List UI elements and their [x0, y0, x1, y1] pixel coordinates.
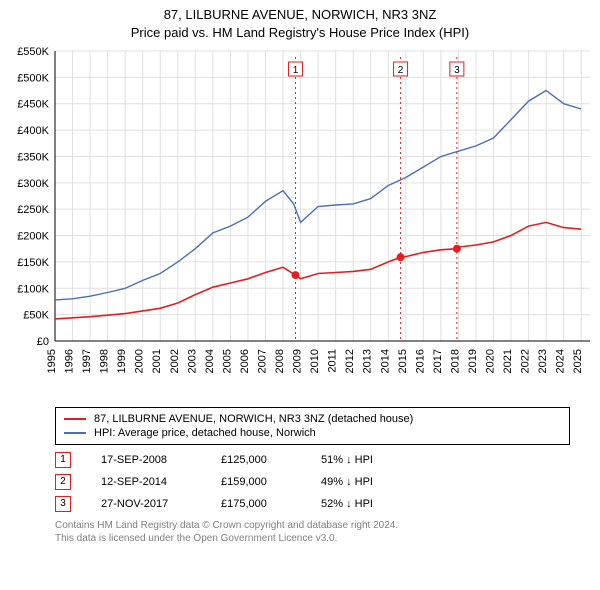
- event-date: 17-SEP-2008: [101, 454, 191, 466]
- svg-text:2018: 2018: [449, 349, 461, 373]
- svg-text:£500K: £500K: [17, 72, 49, 84]
- event-price: £159,000: [221, 476, 291, 488]
- event-delta: 51% ↓ HPI: [321, 454, 411, 466]
- line-chart-svg: £0 £50K £100K £150K £200K £250K £300K £350K £400…: [0, 41, 600, 401]
- svg-text:2012: 2012: [344, 349, 356, 373]
- svg-text:2021: 2021: [502, 349, 514, 373]
- svg-text:1995: 1995: [46, 349, 58, 373]
- event-row: 1 17-SEP-2008 £125,000 51% ↓ HPI: [55, 449, 570, 471]
- svg-text:1996: 1996: [64, 349, 76, 373]
- svg-text:2010: 2010: [309, 349, 321, 373]
- svg-text:2015: 2015: [397, 349, 409, 373]
- legend-item: HPI: Average price, detached house, Norw…: [64, 426, 561, 440]
- svg-text:2011: 2011: [327, 349, 339, 373]
- svg-text:1997: 1997: [81, 349, 93, 373]
- svg-text:2024: 2024: [555, 349, 567, 373]
- svg-text:£550K: £550K: [17, 46, 49, 58]
- attribution-line1: Contains HM Land Registry data © Crown c…: [55, 519, 570, 532]
- event-date: 12-SEP-2014: [101, 476, 191, 488]
- event-row: 2 12-SEP-2014 £159,000 49% ↓ HPI: [55, 471, 570, 493]
- svg-text:2020: 2020: [485, 349, 497, 373]
- svg-text:2006: 2006: [239, 349, 251, 373]
- title-line1: 87, LILBURNE AVENUE, NORWICH, NR3 3NZ: [0, 6, 600, 24]
- event-badge: 3: [55, 496, 71, 512]
- event-date: 27-NOV-2017: [101, 498, 191, 510]
- event-list: 1 17-SEP-2008 £125,000 51% ↓ HPI 2 12-SEP-201…: [55, 449, 570, 515]
- svg-text:£350K: £350K: [17, 152, 49, 164]
- svg-text:1998: 1998: [99, 349, 111, 373]
- event-badge: 1: [55, 452, 71, 468]
- title-line2: Price paid vs. HM Land Registry's House …: [0, 24, 600, 42]
- svg-text:2017: 2017: [432, 349, 444, 373]
- attribution-line2: This data is licensed under the Open Gov…: [55, 532, 570, 545]
- event-row: 3 27-NOV-2017 £175,000 52% ↓ HPI: [55, 493, 570, 515]
- svg-text:1999: 1999: [116, 349, 128, 373]
- svg-text:2014: 2014: [379, 349, 391, 373]
- svg-text:1: 1: [293, 65, 299, 76]
- event-badge: 2: [55, 474, 71, 490]
- svg-text:£150K: £150K: [17, 257, 49, 269]
- svg-text:2023: 2023: [537, 349, 549, 373]
- svg-text:2009: 2009: [292, 349, 304, 373]
- svg-text:£0: £0: [37, 336, 49, 348]
- legend-swatch: [64, 432, 86, 434]
- svg-text:£300K: £300K: [17, 178, 49, 190]
- svg-text:£450K: £450K: [17, 99, 49, 111]
- svg-text:2004: 2004: [204, 349, 216, 373]
- svg-text:2013: 2013: [362, 349, 374, 373]
- chart-area: £0 £50K £100K £150K £200K £250K £300K £350K £400…: [0, 41, 600, 401]
- event-delta: 52% ↓ HPI: [321, 498, 411, 510]
- svg-text:£400K: £400K: [17, 125, 49, 137]
- legend-item: 87, LILBURNE AVENUE, NORWICH, NR3 3NZ (d…: [64, 412, 561, 426]
- legend: 87, LILBURNE AVENUE, NORWICH, NR3 3NZ (d…: [55, 407, 570, 445]
- svg-text:2005: 2005: [221, 349, 233, 373]
- chart-title-block: 87, LILBURNE AVENUE, NORWICH, NR3 3NZ Pr…: [0, 0, 600, 41]
- svg-text:£100K: £100K: [17, 283, 49, 295]
- svg-text:3: 3: [454, 65, 460, 76]
- legend-swatch: [64, 418, 86, 420]
- svg-text:2016: 2016: [414, 349, 426, 373]
- svg-text:£50K: £50K: [23, 310, 49, 322]
- svg-text:2022: 2022: [520, 349, 532, 373]
- svg-text:2003: 2003: [186, 349, 198, 373]
- svg-text:2025: 2025: [572, 349, 584, 373]
- legend-label: 87, LILBURNE AVENUE, NORWICH, NR3 3NZ (d…: [94, 413, 413, 425]
- svg-text:2007: 2007: [256, 349, 268, 373]
- svg-text:£200K: £200K: [17, 231, 49, 243]
- svg-text:2019: 2019: [467, 349, 479, 373]
- event-delta: 49% ↓ HPI: [321, 476, 411, 488]
- svg-text:2001: 2001: [151, 349, 163, 373]
- svg-text:2002: 2002: [169, 349, 181, 373]
- svg-text:£250K: £250K: [17, 204, 49, 216]
- legend-label: HPI: Average price, detached house, Norw…: [94, 427, 316, 439]
- svg-text:2000: 2000: [134, 349, 146, 373]
- attribution: Contains HM Land Registry data © Crown c…: [55, 519, 570, 545]
- event-price: £175,000: [221, 498, 291, 510]
- svg-text:2008: 2008: [274, 349, 286, 373]
- svg-text:2: 2: [398, 65, 404, 76]
- event-price: £125,000: [221, 454, 291, 466]
